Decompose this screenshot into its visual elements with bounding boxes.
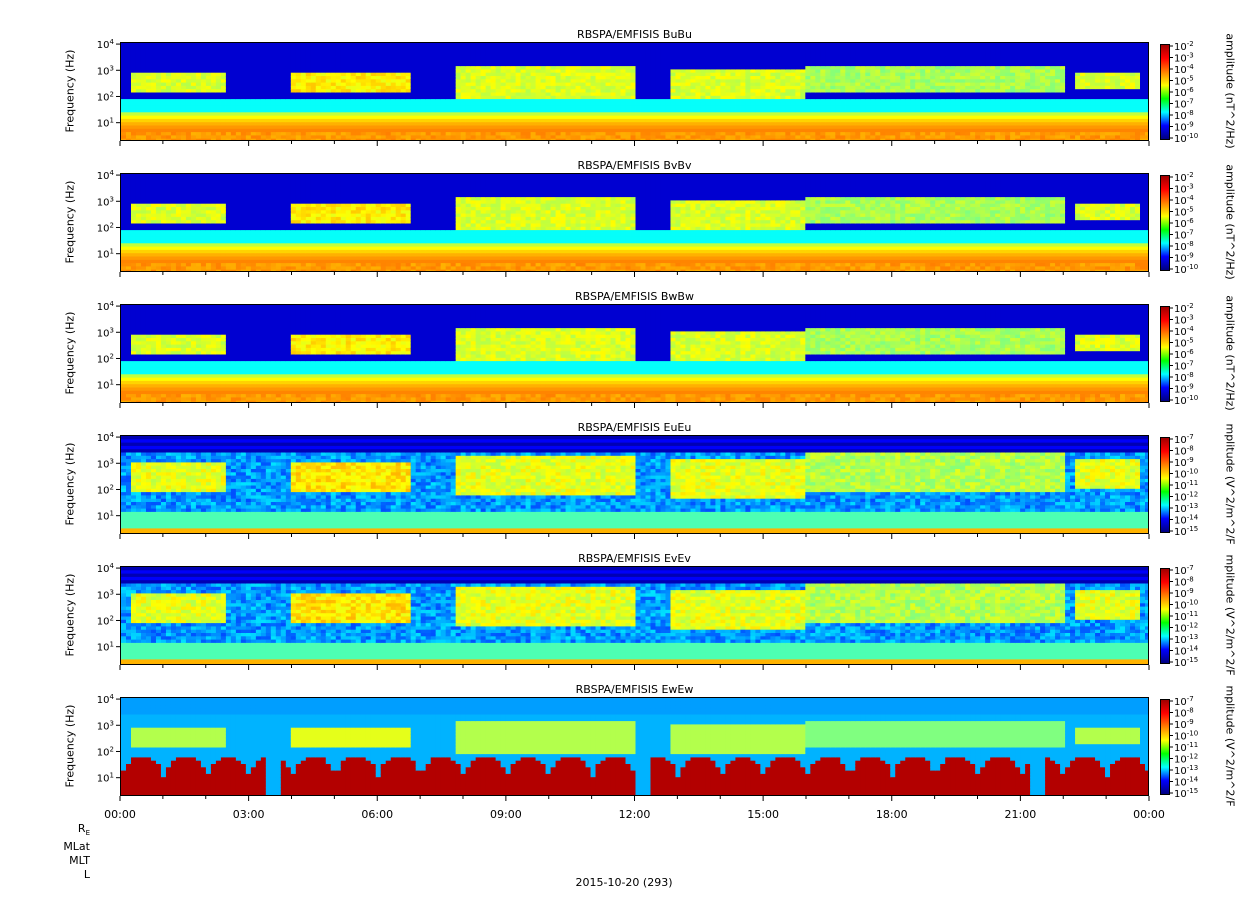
x-tick-label: 18:00 [876, 808, 908, 821]
panel-title: RBSPA/EMFISIS BuBu [120, 29, 1149, 41]
panel-title: RBSPA/EMFISIS BvBv [120, 160, 1149, 172]
x-tick-label: 15:00 [747, 808, 779, 821]
spectrogram-panel: RBSPA/EMFISIS BwBw Frequency (Hz) 101 102 10… [0, 291, 1248, 421]
colorbar [1160, 699, 1170, 795]
spectrogram-panel: RBSPA/EMFISIS EvEv Frequency (Hz) 101 102 10… [0, 553, 1248, 683]
x-axis-tick-labels: 00:00 03:00 06:00 09:00 12:00 15:00 18:00 21:00… [0, 808, 1248, 822]
panel-title: RBSPA/EMFISIS BwBw [120, 291, 1149, 303]
colorbar-tick-label: 10-15 [1174, 787, 1198, 800]
x-tick-label: 00:00 [104, 808, 136, 821]
y-tick-label: 103 [97, 457, 114, 470]
y-tick-label: 103 [97, 326, 114, 339]
y-tick-label: 101 [97, 772, 114, 785]
ephemeris-labels: RE MLat MLT L [50, 822, 90, 882]
colorbar-tick-label: 10-15 [1174, 656, 1198, 669]
y-tick-label: 102 [97, 90, 114, 103]
panel-title: RBSPA/EMFISIS EwEw [120, 684, 1149, 696]
y-tick-label: 102 [97, 483, 114, 496]
colorbar-tick-label: 10-10 [1174, 132, 1198, 145]
y-tick-label: 101 [97, 510, 114, 523]
y-tick-label: 104 [97, 693, 115, 706]
spectrogram-image [121, 436, 1148, 533]
ephem-re: RE [50, 822, 90, 840]
spectrogram-image [121, 305, 1148, 402]
spectrogram-plot [120, 42, 1149, 141]
y-tick-label: 101 [97, 379, 114, 392]
y-tick-label: 102 [97, 221, 114, 234]
colorbar-tick-label: 10-10 [1174, 263, 1198, 276]
colorbar-label: mplitude (V^2/m^2/F [1224, 685, 1237, 806]
y-tick-label: 103 [97, 588, 114, 601]
spectrogram-plot [120, 304, 1149, 403]
colorbar [1160, 175, 1170, 271]
spectrogram-plot [120, 435, 1149, 534]
colorbar-label: amplitude (nT^2/Hz) [1224, 295, 1237, 410]
x-tick-label: 12:00 [619, 808, 651, 821]
spectrogram-panel: RBSPA/EMFISIS EuEu Frequency (Hz) 101 102 10… [0, 422, 1248, 552]
ephem-l: L [50, 868, 90, 882]
spectrogram-panel: RBSPA/EMFISIS EwEw Frequency (Hz) 101 102 10… [0, 684, 1248, 814]
y-tick-label: 103 [97, 195, 114, 208]
spectrogram-plot [120, 697, 1149, 796]
colorbar [1160, 437, 1170, 533]
spectrogram-plot [120, 566, 1149, 665]
x-tick-label: 21:00 [1005, 808, 1037, 821]
y-tick-label: 103 [97, 719, 114, 732]
y-tick-label: 102 [97, 614, 114, 627]
x-tick-label: 09:00 [490, 808, 522, 821]
colorbar-tick-label: 10-10 [1174, 394, 1198, 407]
y-tick-label: 101 [97, 117, 114, 130]
colorbar-label: amplitude (nT^2/Hz) [1224, 164, 1237, 279]
panel-title: RBSPA/EMFISIS EvEv [120, 553, 1149, 565]
y-tick-label: 102 [97, 745, 114, 758]
spectrogram-panel: RBSPA/EMFISIS BvBv Frequency (Hz) 101 102 10… [0, 160, 1248, 290]
ephem-mlat: MLat [50, 840, 90, 854]
ephem-mlt: MLT [50, 854, 90, 868]
colorbar [1160, 306, 1170, 402]
y-tick-label: 101 [97, 641, 114, 654]
spectrogram-image [121, 174, 1148, 271]
y-tick-label: 104 [97, 562, 115, 575]
y-tick-label: 103 [97, 64, 114, 77]
spectrogram-image [121, 698, 1148, 795]
colorbar [1160, 44, 1170, 140]
colorbar-label: mplitude (V^2/m^2/F [1224, 423, 1237, 544]
colorbar-tick-label: 10-15 [1174, 525, 1198, 538]
y-tick-label: 104 [97, 300, 115, 313]
spectrogram-image [121, 567, 1148, 664]
x-tick-label: 00:00 [1133, 808, 1165, 821]
spectrogram-panel: RBSPA/EMFISIS BuBu Frequency (Hz) 101 102 10… [0, 29, 1248, 159]
y-tick-label: 101 [97, 248, 114, 261]
colorbar-label: amplitude (nT^2/Hz) [1224, 33, 1237, 148]
panel-title: RBSPA/EMFISIS EuEu [120, 422, 1149, 434]
colorbar-label: mplitude (V^2/m^2/F [1224, 554, 1237, 675]
y-tick-label: 104 [97, 38, 115, 51]
date-label: 2015-10-20 (293) [0, 876, 1248, 889]
x-tick-label: 03:00 [233, 808, 265, 821]
y-tick-label: 102 [97, 352, 114, 365]
spectrogram-image [121, 43, 1148, 140]
x-tick-label: 06:00 [361, 808, 393, 821]
y-tick-label: 104 [97, 431, 115, 444]
y-tick-label: 104 [97, 169, 115, 182]
colorbar [1160, 568, 1170, 664]
spectrogram-plot [120, 173, 1149, 272]
